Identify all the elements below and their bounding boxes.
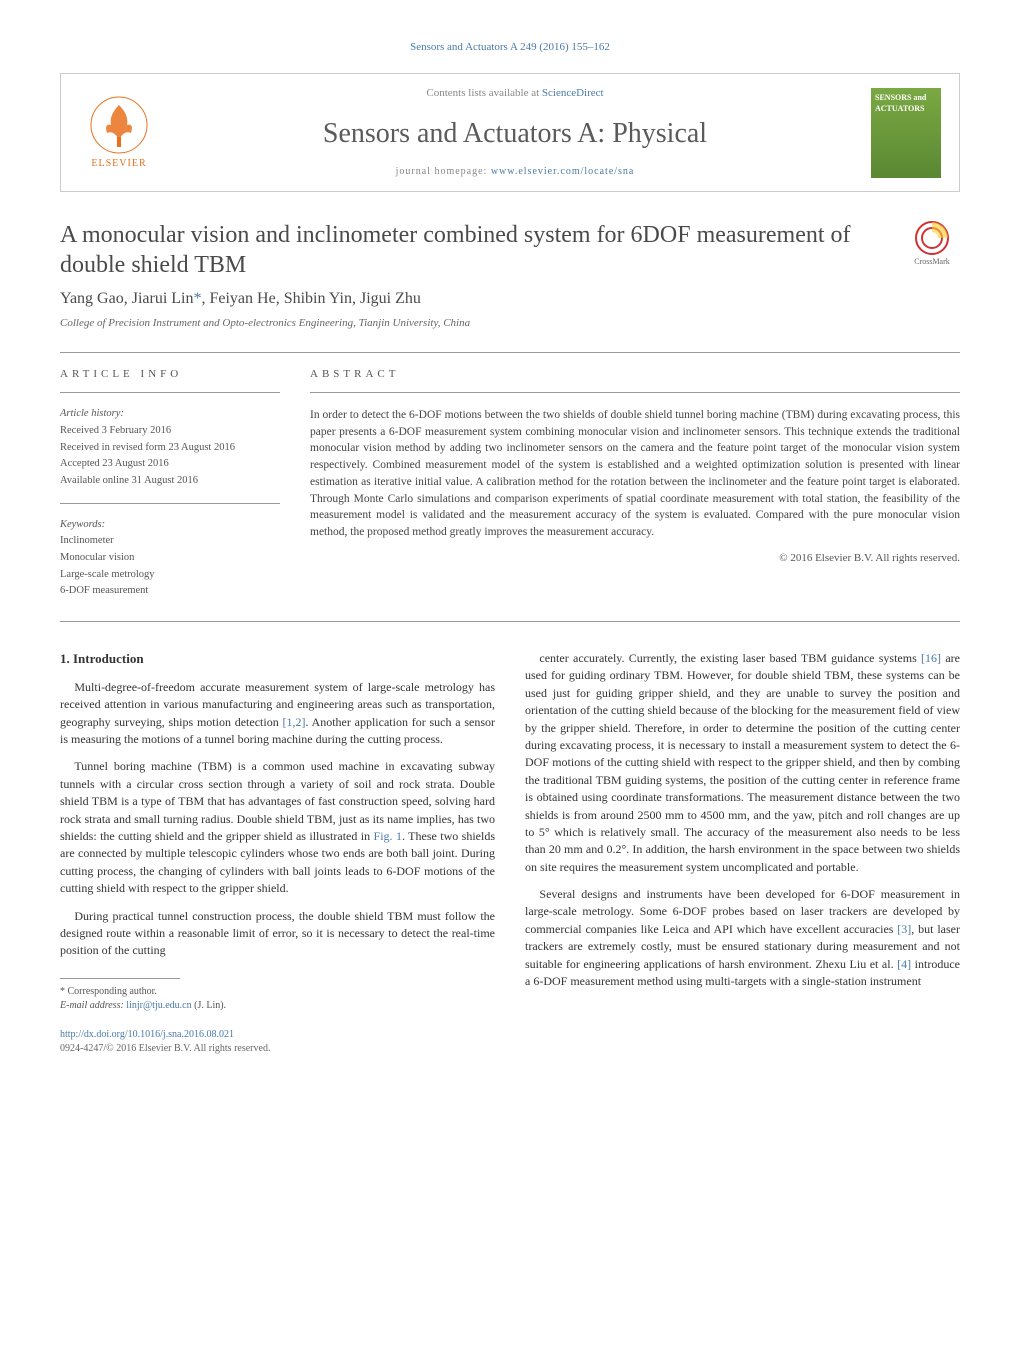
history-accepted: Accepted 23 August 2016 [60, 457, 280, 472]
body-paragraph: During practical tunnel construction pro… [60, 908, 495, 960]
history-label: Article history: [60, 407, 280, 422]
citation-link[interactable]: [3] [897, 922, 911, 936]
affiliation: College of Precision Instrument and Opto… [60, 316, 960, 331]
email-label: E-mail address: [60, 1000, 126, 1011]
body-paragraph: Several designs and instruments have bee… [525, 886, 960, 990]
keyword-item: 6-DOF measurement [60, 584, 280, 599]
crossmark-label: CrossMark [914, 256, 950, 267]
body-paragraph: Tunnel boring machine (TBM) is a common … [60, 758, 495, 897]
journal-header: ELSEVIER Contents lists available at Sci… [60, 73, 960, 192]
contents-prefix: Contents lists available at [426, 87, 541, 99]
abstract-column: abstract In order to detect the 6-DOF mo… [310, 367, 960, 613]
elsevier-logo: ELSEVIER [79, 93, 159, 173]
rule-top [60, 352, 960, 353]
footnote-block: * Corresponding author. E-mail address: … [60, 978, 495, 1057]
corresponding-author-note: * Corresponding author. [60, 985, 495, 1000]
doi-block: http://dx.doi.org/10.1016/j.sna.2016.08.… [60, 1028, 495, 1057]
issn-copyright: 0924-4247/© 2016 Elsevier B.V. All right… [60, 1042, 495, 1057]
section-title: Introduction [73, 651, 144, 666]
footnotes: * Corresponding author. E-mail address: … [60, 985, 495, 1014]
sciencedirect-link[interactable]: ScienceDirect [542, 87, 604, 99]
rule-bottom [60, 621, 960, 622]
journal-cover-thumbnail: SENSORS and ACTUATORS [871, 88, 941, 178]
crossmark-badge[interactable]: CrossMark [904, 220, 960, 276]
history-revised: Received in revised form 23 August 2016 [60, 441, 280, 456]
keyword-item: Monocular vision [60, 551, 280, 566]
history-received: Received 3 February 2016 [60, 424, 280, 439]
article-info-column: article info Article history: Received 3… [60, 367, 280, 613]
email-link[interactable]: linjr@tju.edu.cn [126, 1000, 191, 1011]
citation-link[interactable]: [1,2] [282, 715, 305, 729]
title-row: A monocular vision and inclinometer comb… [60, 220, 960, 280]
body-paragraph: center accurately. Currently, the existi… [525, 650, 960, 876]
citation-link[interactable]: [16] [921, 651, 941, 665]
journal-title: Sensors and Actuators A: Physical [179, 114, 851, 153]
figure-link[interactable]: Fig. 1 [374, 829, 402, 843]
body-paragraph: Multi-degree-of-freedom accurate measure… [60, 679, 495, 749]
body-two-column: 1. Introduction Multi-degree-of-freedom … [60, 650, 960, 1057]
authors-line: Yang Gao, Jiarui Lin*, Feiyan He, Shibin… [60, 288, 960, 310]
contents-available-line: Contents lists available at ScienceDirec… [179, 86, 851, 101]
journal-reference: Sensors and Actuators A 249 (2016) 155–1… [60, 40, 960, 55]
elsevier-tree-icon [89, 95, 149, 155]
section-heading: 1. Introduction [60, 650, 495, 669]
homepage-prefix: journal homepage: [396, 166, 491, 177]
article-title: A monocular vision and inclinometer comb… [60, 220, 888, 280]
email-line: E-mail address: linjr@tju.edu.cn (J. Lin… [60, 999, 495, 1014]
keyword-item: Large-scale metrology [60, 568, 280, 583]
homepage-link[interactable]: www.elsevier.com/locate/sna [491, 166, 635, 177]
abstract-copyright: © 2016 Elsevier B.V. All rights reserved… [310, 551, 960, 566]
info-rule-2 [60, 503, 280, 504]
cover-title-text: SENSORS and ACTUATORS [875, 92, 937, 114]
keywords-label: Keywords: [60, 518, 280, 533]
abstract-heading: abstract [310, 367, 960, 382]
history-online: Available online 31 August 2016 [60, 474, 280, 489]
keyword-item: Inclinometer [60, 534, 280, 549]
abstract-text: In order to detect the 6-DOF motions bet… [310, 407, 960, 540]
header-center: Contents lists available at ScienceDirec… [179, 86, 851, 179]
elsevier-brand-text: ELSEVIER [91, 157, 146, 171]
section-number: 1. [60, 651, 70, 666]
author-primary: Yang Gao, Jiarui Lin [60, 290, 193, 307]
citation-link[interactable]: [4] [897, 957, 911, 971]
email-who: (J. Lin). [192, 1000, 226, 1011]
info-rule [60, 392, 280, 393]
article-info-heading: article info [60, 367, 280, 382]
doi-link[interactable]: http://dx.doi.org/10.1016/j.sna.2016.08.… [60, 1029, 234, 1040]
footnote-rule [60, 978, 180, 979]
crossmark-icon [914, 220, 950, 256]
authors-rest: , Feiyan He, Shibin Yin, Jigui Zhu [201, 290, 420, 307]
info-abstract-row: article info Article history: Received 3… [60, 367, 960, 613]
homepage-line: journal homepage: www.elsevier.com/locat… [179, 165, 851, 179]
history-block: Article history: Received 3 February 201… [60, 407, 280, 488]
abstract-rule [310, 392, 960, 393]
keywords-block: Keywords: Inclinometer Monocular vision … [60, 518, 280, 599]
